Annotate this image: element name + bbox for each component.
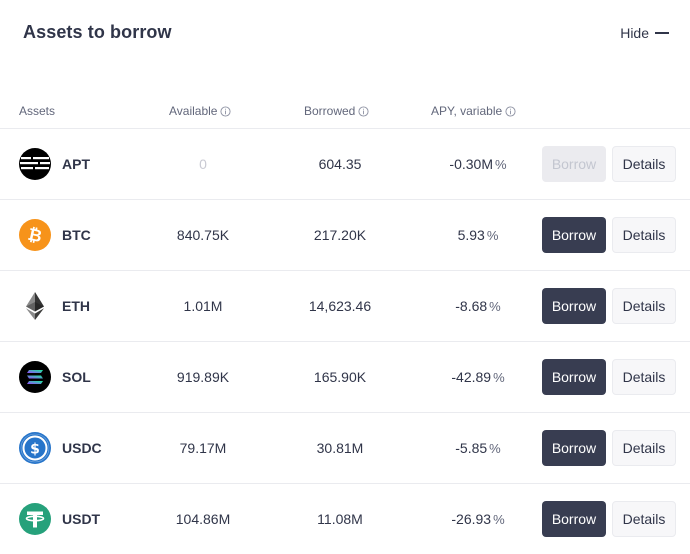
info-icon[interactable] [358,105,369,117]
asset-symbol: APT [62,156,90,172]
asset-symbol: USDT [62,511,101,527]
asset-cell: SOL [19,361,91,393]
details-button[interactable]: Details [612,359,676,395]
apy-value: -42.89% [451,369,505,385]
svg-text:$: $ [30,442,40,458]
borrow-button[interactable]: Borrow [542,146,606,182]
table-row: APT 0 604.35 -0.30M% Borrow Details [0,128,690,199]
info-icon[interactable] [505,105,516,117]
section-header: Assets to borrow Hide [0,0,690,68]
table-row: ETH 1.01M 14,623.46 -8.68% Borrow Detail… [0,270,690,341]
asset-symbol: USDC [62,440,102,456]
table-row: SOL 919.89K 165.90K -42.89% Borrow Detai… [0,341,690,412]
available-value: 0 [199,156,207,172]
asset-symbol: SOL [62,369,91,385]
hide-toggle[interactable]: Hide [620,25,669,41]
borrowed-value: 30.81M [316,440,364,456]
details-button[interactable]: Details [612,217,676,253]
borrow-button[interactable]: Borrow [542,288,606,324]
available-value: 919.89K [176,369,230,385]
details-button[interactable]: Details [612,501,676,537]
table-row: $ USDC 79.17M 30.81M -5.85% Borrow Detai… [0,412,690,483]
asset-table: APT 0 604.35 -0.30M% Borrow Details ₿ BT… [0,128,690,554]
column-header-borrowed: Borrowed [304,104,369,118]
asset-symbol: BTC [62,227,91,243]
details-button[interactable]: Details [612,430,676,466]
column-header-assets: Assets [19,104,56,118]
details-button[interactable]: Details [612,146,676,182]
borrowed-value: 165.90K [313,369,367,385]
apy-value: -8.68% [455,298,501,314]
asset-symbol: ETH [62,298,90,314]
usdt-icon [19,503,51,535]
eth-icon [26,292,44,320]
section-title: Assets to borrow [23,22,172,42]
borrow-button[interactable]: Borrow [542,217,606,253]
info-icon[interactable] [220,105,232,117]
borrow-button[interactable]: Borrow [542,430,606,466]
details-button[interactable]: Details [612,288,676,324]
available-value: 104.86M [175,511,231,527]
column-header-apy: APY, variable [431,104,516,118]
column-header-available: Available [169,104,232,118]
btc-icon: ₿ [19,219,51,251]
apy-value: -26.93% [451,511,505,527]
asset-cell: ₿ BTC [19,219,91,251]
borrow-button[interactable]: Borrow [542,359,606,395]
asset-cell: ETH [19,290,90,322]
borrowed-value: 11.08M [317,511,363,527]
usdc-icon: $ [19,432,51,464]
apy-value: -5.85% [455,440,501,456]
apt-icon [19,148,51,180]
minus-icon [655,32,669,34]
available-value: 79.17M [179,440,227,456]
hide-label: Hide [620,25,649,41]
borrowed-value: 217.20K [313,227,367,243]
asset-cell: $ USDC [19,432,102,464]
available-value: 840.75K [176,227,230,243]
table-row: USDT 104.86M 11.08M -26.93% Borrow Detai… [0,483,690,554]
svg-text:₿: ₿ [26,225,44,247]
available-value: 1.01M [183,298,223,314]
borrowed-value: 604.35 [318,156,362,172]
sol-icon [19,361,51,393]
apy-value: 5.93% [457,227,499,243]
borrow-button[interactable]: Borrow [542,501,606,537]
table-row: ₿ BTC 840.75K 217.20K 5.93% Borrow Detai… [0,199,690,270]
borrowed-value: 14,623.46 [308,298,372,314]
apy-value: -0.30M% [449,156,507,172]
asset-cell: USDT [19,503,100,535]
asset-cell: APT [19,148,90,180]
